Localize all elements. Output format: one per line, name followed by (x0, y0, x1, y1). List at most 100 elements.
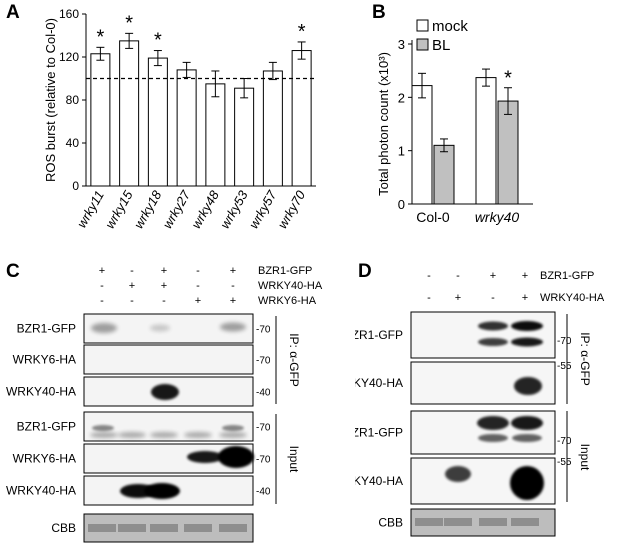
size-marker: -70 (557, 336, 572, 347)
treatment-sign: - (196, 265, 200, 277)
y-tick-label: 3 (398, 37, 405, 52)
band-bzr1 (150, 324, 170, 332)
bar-wrky18 (147, 57, 168, 187)
bar-mock-wrky40 (475, 77, 497, 205)
band-input-wrky6 (218, 446, 254, 468)
y-tick-label: 160 (59, 7, 79, 21)
treatment-sign: + (490, 270, 496, 282)
y-tick-label: 2 (398, 90, 405, 105)
band-input-bzr1 (92, 425, 114, 431)
treatment-label: WRKY6-HA (258, 295, 317, 307)
size-marker: -70 (256, 356, 271, 367)
treatment-label: WRKY40-HA (258, 280, 323, 292)
bar-wrky27 (176, 69, 197, 187)
bar-wrky57 (262, 70, 283, 187)
significance-star: * (504, 68, 512, 90)
size-marker: -40 (256, 487, 271, 498)
blot-strip (410, 311, 556, 359)
treatment-sign: + (161, 280, 167, 292)
treatment-sign: - (456, 270, 460, 282)
row-label: BZR1-GFP (17, 322, 76, 336)
band-input-wrky6 (187, 451, 223, 463)
band-cbb (444, 518, 472, 526)
band-input-bzr1 (477, 416, 509, 430)
row-label: WRKY40-HA (355, 376, 403, 390)
treatment-sign: - (196, 280, 200, 292)
size-marker: -70 (557, 436, 572, 447)
size-marker: -55 (557, 457, 572, 468)
size-marker: -70 (256, 325, 271, 336)
row-label: WRKY40-HA (6, 385, 76, 399)
band-cbb (88, 524, 116, 532)
treatment-sign: - (231, 280, 235, 292)
size-marker: -40 (256, 388, 271, 399)
treatment-sign: + (129, 280, 135, 292)
treatment-sign: - (130, 295, 134, 307)
size-marker: -55 (557, 361, 572, 372)
band-ip-bzr1 (511, 321, 543, 331)
row-label: CBB (378, 516, 403, 530)
band-input-bzr1 (222, 425, 244, 431)
y-tick-label: 0 (72, 179, 79, 193)
band-bzr1 (220, 322, 246, 332)
y-tick-label: 120 (59, 50, 79, 64)
treatment-sign: - (427, 270, 431, 282)
band-input-bzr1 (90, 432, 118, 438)
y-axis-label: Total photon count (x10³) (376, 52, 391, 196)
band-input-bzr1 (118, 432, 146, 438)
significance-star: * (298, 21, 306, 43)
row-label: WRKY40-HA (6, 484, 76, 498)
bar-wrky53 (234, 87, 255, 187)
x-tick-label: wrky40 (475, 209, 520, 225)
treatment-sign: + (161, 265, 167, 277)
treatment-label: WRKY40-HA (540, 292, 605, 304)
band-input-bzr1 (512, 434, 542, 442)
row-label: CBB (51, 521, 76, 535)
band-ip-wrky40 (514, 377, 542, 395)
ip-label: IP: α-GFP (578, 332, 592, 386)
band-input-wrky40 (144, 483, 180, 499)
band-input-bzr1 (219, 432, 247, 438)
band-cbb (415, 518, 443, 526)
chart-b: 0 1 2 3 Total photon count (x10³) Col-0 * wrky4… (376, 18, 533, 225)
band-ip-bzr1 (478, 338, 508, 346)
band-ip-bzr1 (511, 337, 543, 347)
panel-letter-b: B (372, 2, 386, 23)
y-tick-label: 40 (66, 136, 80, 150)
treatment-sign: - (130, 265, 134, 277)
row-label: WRKY6-HA (13, 452, 76, 466)
row-label: WRKY6-HA (13, 353, 76, 367)
significance-star: * (125, 12, 133, 34)
panel-letter-d: D (358, 261, 372, 282)
input-label: Input (287, 446, 301, 473)
treatment-sign: - (100, 280, 104, 292)
input-label: Input (578, 444, 592, 471)
row-label: BZR1-GFP (17, 420, 76, 434)
size-marker: -70 (256, 423, 271, 434)
legend-swatch-mock (416, 19, 429, 32)
treatment-sign: + (195, 295, 201, 307)
bar-mock-Col-0 (411, 85, 433, 205)
legend-label-BL: BL (432, 37, 450, 54)
treatment-sign: + (230, 265, 236, 277)
significance-star: * (96, 26, 104, 48)
treatment-label: BZR1-GFP (540, 270, 594, 282)
significance-star: * (154, 30, 162, 52)
bar-wrky48 (205, 83, 226, 187)
blot-c: + - + - + BZR1-GFP - + + - - WRKY40-HA - - - + + WRKY6-HA… (6, 265, 323, 543)
band-cbb (219, 524, 247, 532)
band-input-bzr1 (478, 434, 508, 442)
bar-wrky11 (90, 53, 111, 187)
ip-label: IP: α-GFP (287, 333, 301, 387)
band-ip-bzr1 (478, 321, 508, 331)
y-tick-label: 80 (66, 93, 80, 107)
band-cbb (184, 524, 212, 532)
row-label: BZR1-GFP (355, 328, 403, 342)
treatment-sign: - (491, 292, 495, 304)
band-cbb (479, 518, 507, 526)
y-tick-label: 1 (398, 144, 405, 159)
panel-letter-c: C (6, 261, 20, 282)
bar-wrky15 (119, 40, 140, 187)
x-tick-label: wrky70 (275, 187, 309, 231)
treatment-sign: + (455, 292, 461, 304)
